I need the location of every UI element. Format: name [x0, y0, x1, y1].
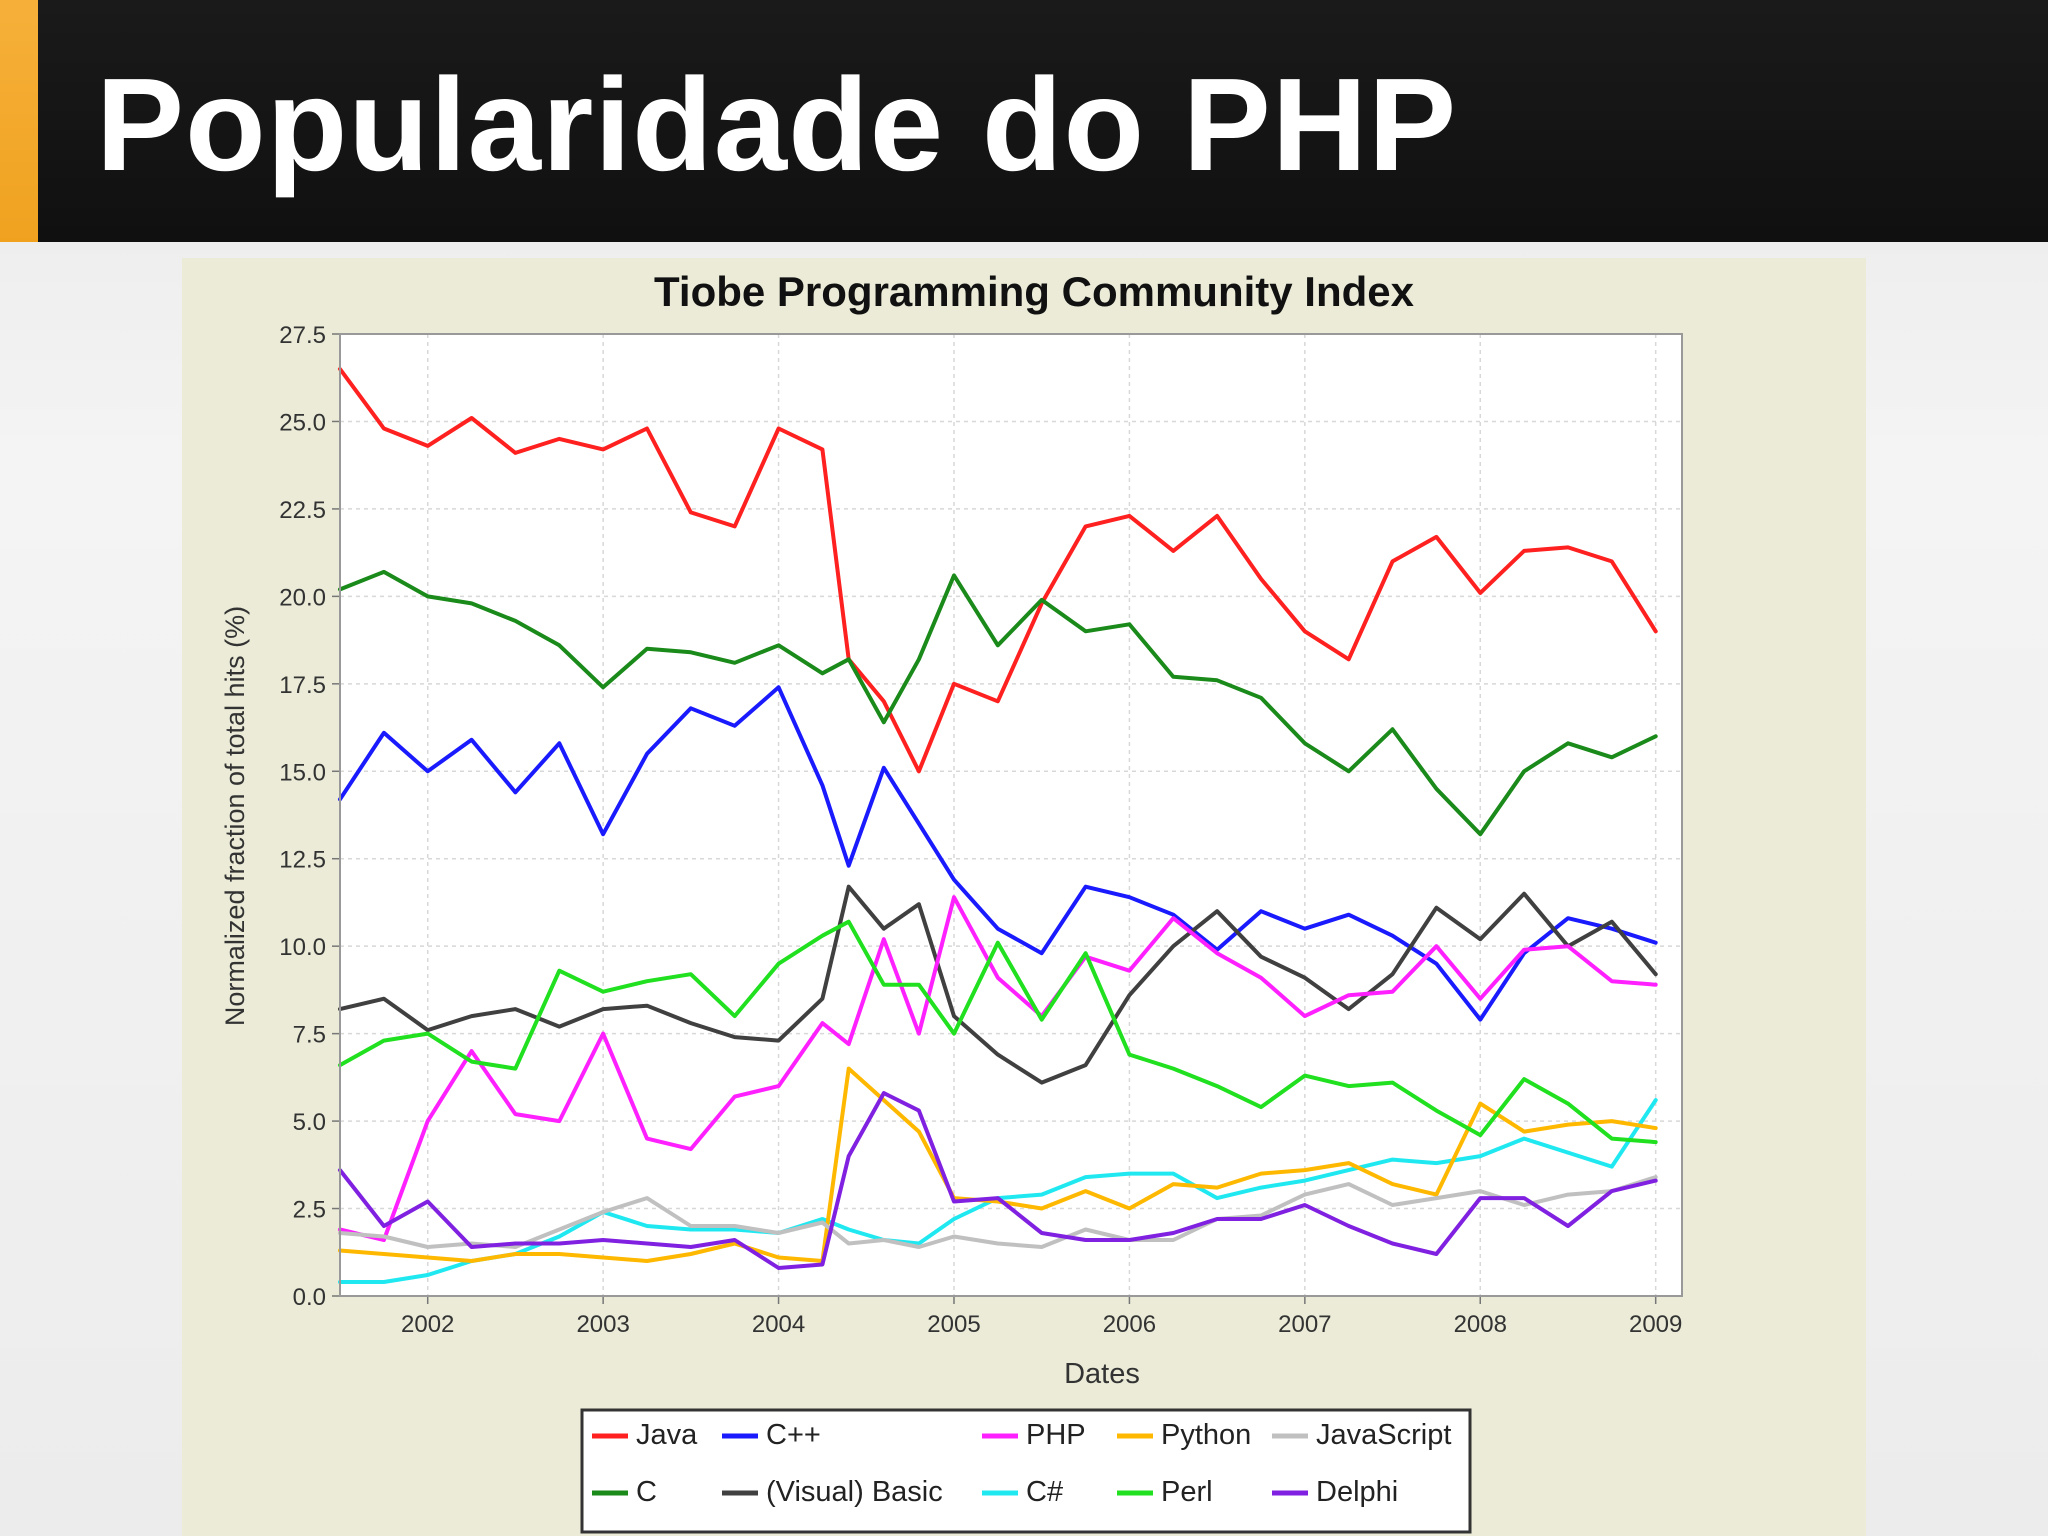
- plot-border: [339, 333, 1683, 1297]
- legend-label-visual-basic: (Visual) Basic: [766, 1476, 943, 1508]
- y-tick-label: 12.5: [279, 847, 326, 874]
- y-tick-label: 25.0: [279, 409, 326, 436]
- series-line-perl: [338, 919, 1658, 1145]
- legend-label-perl: Perl: [1161, 1476, 1213, 1508]
- legend-label-php: PHP: [1026, 1419, 1086, 1451]
- y-tick-label: 17.5: [279, 672, 326, 699]
- y-tick-label: 7.5: [293, 1022, 326, 1049]
- series-line-delphi: [338, 1091, 1658, 1270]
- chart-title: Tiobe Programming Community Index: [654, 268, 1415, 315]
- y-tick-label: 2.5: [293, 1197, 326, 1224]
- y-tick-label: 0.0: [293, 1284, 326, 1311]
- x-tick-label: 2003: [576, 1311, 629, 1338]
- legend-box: [580, 1408, 1472, 1534]
- legend-label-python: Python: [1161, 1419, 1251, 1451]
- y-tick-label: 20.0: [279, 584, 326, 611]
- plot-area: 0.0 2.5 5.0 7.5 10.0 12.5 15.0 17.5 20.0 22.5 25.0…: [279, 322, 1683, 1338]
- series-line-javascript: [338, 1175, 1658, 1249]
- header-accent-bar: [0, 0, 38, 242]
- y-tick-label: 27.5: [279, 322, 326, 349]
- y-tick-label: 5.0: [293, 1109, 326, 1136]
- legend-label-c: C++: [766, 1419, 821, 1451]
- series-line-c: [338, 685, 1658, 1022]
- x-tick-label: 2002: [401, 1311, 454, 1338]
- plot-background: [340, 334, 1682, 1296]
- x-tick-label: 2004: [752, 1311, 805, 1338]
- x-tick-label: 2007: [1278, 1311, 1331, 1338]
- legend-label-c: C#: [1026, 1476, 1063, 1508]
- x-axis-label: Dates: [1064, 1358, 1140, 1390]
- tiobe-chart: Tiobe Programming Community Index 0.0 2.5…: [182, 258, 1866, 1536]
- series-line-c: [338, 1098, 1658, 1284]
- y-tick-label: 22.5: [279, 497, 326, 524]
- y-tick-label: 10.0: [279, 934, 326, 961]
- x-tick-label: 2008: [1454, 1311, 1507, 1338]
- y-tick-label: 15.0: [279, 759, 326, 786]
- chart-panel: Tiobe Programming Community Index 0.0 2.5…: [182, 258, 1866, 1536]
- legend-label-java: Java: [636, 1419, 698, 1451]
- slide-header: Popularidade do PHP: [0, 0, 2048, 242]
- legend-label-c: C: [636, 1476, 657, 1508]
- series-line-php: [338, 895, 1658, 1242]
- x-tick-label: 2009: [1629, 1311, 1682, 1338]
- legend-label-delphi: Delphi: [1316, 1476, 1398, 1508]
- chart-legend: Java C++ PHP Python JavaScript C (Visual) Basi…: [580, 1408, 1472, 1534]
- series-line-java: [338, 367, 1658, 774]
- slide-title: Popularidade do PHP: [96, 51, 1458, 198]
- x-tick-label: 2006: [1103, 1311, 1156, 1338]
- series-line-visual-basic: [338, 884, 1658, 1085]
- legend-label-javascript: JavaScript: [1316, 1419, 1451, 1451]
- y-axis-label: Normalized fraction of total hits (%): [220, 606, 250, 1026]
- x-tick-label: 2005: [927, 1311, 980, 1338]
- series-line-c: [338, 569, 1658, 837]
